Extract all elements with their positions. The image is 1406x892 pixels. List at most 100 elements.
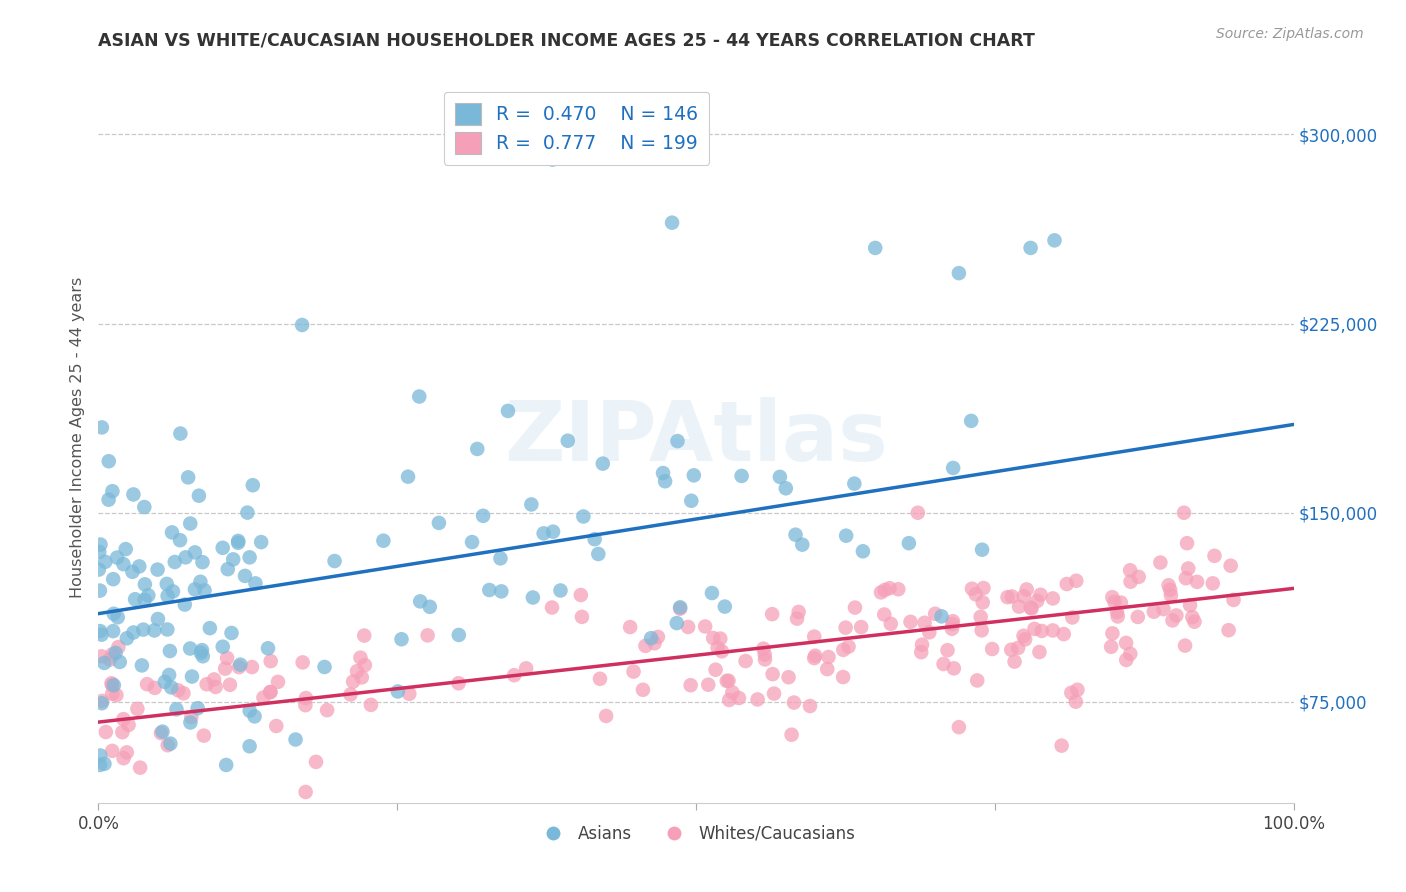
Point xyxy=(592,457,614,471)
Point xyxy=(122,487,145,501)
Point xyxy=(90,649,112,664)
Point xyxy=(134,577,156,591)
Point xyxy=(259,685,281,699)
Point xyxy=(184,545,207,559)
Point xyxy=(131,658,153,673)
Point xyxy=(1128,570,1150,584)
Point xyxy=(191,643,214,657)
Point xyxy=(91,694,114,708)
Point xyxy=(160,681,183,695)
Point xyxy=(1053,627,1076,641)
Point xyxy=(294,785,316,799)
Point xyxy=(700,586,723,600)
Point xyxy=(931,609,953,624)
Point xyxy=(1062,610,1084,624)
Point xyxy=(832,643,855,657)
Point xyxy=(100,676,122,690)
Point xyxy=(179,715,201,730)
Point xyxy=(169,533,191,548)
Point xyxy=(941,617,963,632)
Point xyxy=(353,629,375,643)
Point xyxy=(717,673,740,688)
Point xyxy=(1043,233,1066,247)
Point xyxy=(250,535,273,549)
Point xyxy=(631,682,654,697)
Point xyxy=(94,555,117,569)
Point xyxy=(239,550,262,565)
Point xyxy=(391,632,413,647)
Point xyxy=(112,712,135,726)
Point xyxy=(122,625,145,640)
Point xyxy=(134,592,156,607)
Point xyxy=(180,710,202,724)
Point xyxy=(665,616,688,631)
Point xyxy=(666,434,689,448)
Point xyxy=(101,687,124,701)
Point xyxy=(396,469,419,483)
Point xyxy=(214,662,236,676)
Point xyxy=(997,590,1019,604)
Point xyxy=(785,527,807,541)
Point xyxy=(1001,590,1024,604)
Point xyxy=(472,508,495,523)
Point xyxy=(264,719,287,733)
Text: ASIAN VS WHITE/CAUCASIAN HOUSEHOLDER INCOME AGES 25 - 44 YEARS CORRELATION CHART: ASIAN VS WHITE/CAUCASIAN HOUSEHOLDER INC… xyxy=(98,31,1035,49)
Point xyxy=(215,758,238,772)
Point xyxy=(172,686,194,700)
Point xyxy=(721,685,744,699)
Point xyxy=(179,516,201,531)
Point xyxy=(1177,561,1199,575)
Point xyxy=(229,657,252,672)
Point xyxy=(730,469,752,483)
Point xyxy=(709,632,731,646)
Point xyxy=(187,701,209,715)
Point xyxy=(1160,588,1182,602)
Point xyxy=(252,690,274,705)
Point xyxy=(373,533,395,548)
Point xyxy=(108,655,131,669)
Point xyxy=(799,699,821,714)
Point xyxy=(217,562,239,576)
Point xyxy=(346,664,368,678)
Point xyxy=(1107,609,1129,624)
Point xyxy=(187,489,209,503)
Point xyxy=(191,555,214,569)
Point xyxy=(93,756,115,771)
Point xyxy=(752,641,775,656)
Point xyxy=(787,605,810,619)
Point xyxy=(652,466,675,480)
Point xyxy=(398,687,420,701)
Point xyxy=(323,554,346,568)
Point xyxy=(89,758,111,772)
Point xyxy=(571,610,593,624)
Point xyxy=(541,600,564,615)
Legend: Asians, Whites/Caucasians: Asians, Whites/Caucasians xyxy=(530,818,862,849)
Point xyxy=(103,572,125,586)
Point xyxy=(195,677,218,691)
Point xyxy=(541,153,564,167)
Point xyxy=(128,559,150,574)
Point xyxy=(815,662,838,676)
Point xyxy=(619,620,641,634)
Point xyxy=(408,390,430,404)
Point xyxy=(1105,605,1128,619)
Point xyxy=(117,718,139,732)
Point xyxy=(1109,596,1132,610)
Point xyxy=(865,241,887,255)
Point xyxy=(409,594,432,608)
Point xyxy=(1166,608,1188,623)
Point xyxy=(763,687,786,701)
Point xyxy=(146,612,169,626)
Point xyxy=(146,563,169,577)
Point xyxy=(202,673,225,687)
Point xyxy=(697,678,720,692)
Point xyxy=(387,684,409,698)
Point xyxy=(849,620,872,634)
Point xyxy=(349,650,371,665)
Point xyxy=(1181,610,1204,624)
Point xyxy=(907,506,929,520)
Point xyxy=(159,737,181,751)
Point xyxy=(1019,241,1042,255)
Point xyxy=(541,524,564,539)
Point xyxy=(803,651,825,665)
